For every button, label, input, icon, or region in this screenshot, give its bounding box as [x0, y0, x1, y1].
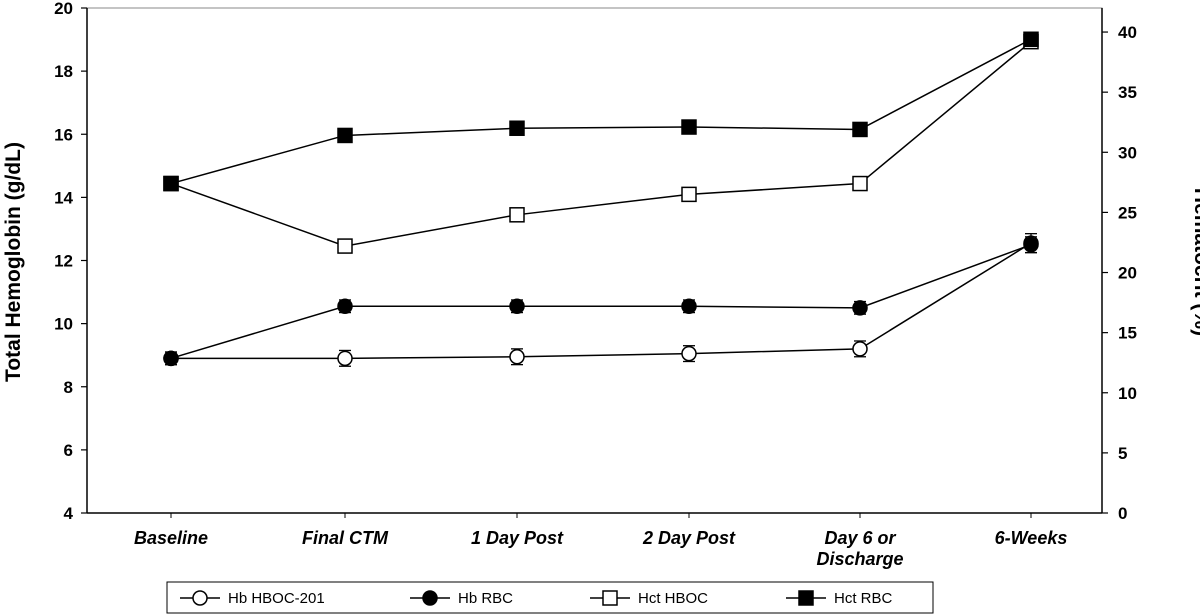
- data-point: [1023, 31, 1039, 48]
- right-axis-title: Hematocrit (%): [1190, 188, 1200, 336]
- data-point: [852, 121, 868, 138]
- left-axis-ticks: 4 6 8 10 12 14 16 18 20: [54, 0, 87, 523]
- right-tick-label: 0: [1118, 504, 1127, 523]
- series-hb-rbc: [163, 236, 1039, 367]
- data-point: [337, 350, 353, 367]
- x-tick-label-line: Discharge: [816, 549, 903, 569]
- data-point: [509, 120, 525, 136]
- x-tick-label-line: 1 Day Post: [471, 528, 564, 548]
- right-tick-label: 30: [1118, 143, 1137, 162]
- x-tick-label: 6-Weeks: [995, 528, 1068, 548]
- x-tick-label-line: 2 Day Post: [642, 528, 736, 548]
- legend: Hb HBOC-201 Hb RBC Hct HBOC Hct RBC: [180, 590, 893, 607]
- data-point: [163, 175, 179, 192]
- legend-label: Hct RBC: [834, 590, 893, 607]
- right-tick-label: 10: [1118, 384, 1137, 403]
- right-tick-label: 35: [1118, 83, 1137, 102]
- x-tick-label: 2 Day Post: [642, 528, 736, 548]
- data-point: [509, 298, 525, 315]
- legend-marker: [602, 590, 618, 606]
- data-point: [852, 300, 868, 316]
- legend-marker: [422, 590, 438, 606]
- series-line: [171, 242, 1032, 360]
- legend-label: Hb HBOC-201: [228, 590, 325, 607]
- right-axis-ticks: 0 5 10 15 20 25 30 35 40: [1102, 23, 1137, 523]
- series-line: [170, 41, 1032, 247]
- data-point: [337, 298, 353, 315]
- left-tick-label: 4: [64, 504, 74, 523]
- legend-item-hct-hboc: Hct HBOC: [590, 590, 708, 607]
- right-tick-label: 15: [1118, 324, 1137, 343]
- x-tick-label: Final CTM: [302, 528, 389, 548]
- series-line: [170, 38, 1032, 185]
- data-point: [1023, 236, 1039, 253]
- data-point: [681, 186, 697, 203]
- data-point: [852, 175, 868, 192]
- legend-marker: [192, 590, 208, 606]
- right-tick-label: 40: [1118, 23, 1137, 42]
- x-axis-ticks: Baseline Final CTM 1 Day Post 2 Day Post Day…: [134, 513, 1067, 569]
- x-tick-label-line: Final CTM: [302, 528, 389, 548]
- left-tick-label: 16: [54, 125, 73, 144]
- right-tick-label: 5: [1118, 444, 1127, 463]
- left-tick-label: 10: [54, 315, 73, 334]
- series-layer: [163, 31, 1039, 367]
- data-point: [337, 127, 353, 144]
- series-hct-hboc: [163, 33, 1039, 254]
- data-point: [681, 298, 697, 315]
- left-tick-label: 8: [64, 378, 73, 397]
- data-point: [509, 207, 525, 223]
- left-tick-label: 20: [54, 0, 73, 18]
- data-point: [681, 119, 697, 135]
- data-point: [681, 345, 697, 362]
- data-point: [163, 350, 179, 367]
- data-point: [852, 341, 868, 357]
- series-line: [170, 244, 1032, 360]
- x-tick-label-line: Baseline: [134, 528, 208, 548]
- legend-item-hct-rbc: Hct RBC: [786, 590, 893, 607]
- legend-item-hb-hboc-201: Hb HBOC-201: [180, 590, 325, 607]
- left-tick-label: 14: [54, 188, 73, 207]
- x-tick-label: Baseline: [134, 528, 208, 548]
- legend-label: Hb RBC: [458, 590, 513, 607]
- legend-label: Hct HBOC: [638, 590, 708, 607]
- left-tick-label: 12: [54, 252, 73, 271]
- legend-marker: [798, 590, 814, 606]
- right-tick-label: 25: [1118, 203, 1137, 222]
- x-tick-label: 1 Day Post: [471, 528, 564, 548]
- data-point: [509, 349, 525, 365]
- left-axis-title: Total Hemoglobin (g/dL): [2, 142, 25, 382]
- left-tick-label: 18: [54, 62, 73, 81]
- plot-area-frame: [86, 7, 1103, 514]
- x-tick-label-line: Day 6 or: [824, 528, 896, 548]
- right-tick-label: 20: [1118, 264, 1137, 283]
- x-tick-label: Day 6 or Discharge: [816, 528, 903, 569]
- left-tick-label: 6: [64, 441, 73, 460]
- x-tick-label-line: 6-Weeks: [995, 528, 1068, 548]
- data-point: [337, 238, 353, 254]
- series-hb-hboc-201: [163, 233, 1039, 367]
- legend-item-hb-rbc: Hb RBC: [410, 590, 513, 607]
- series-hct-rbc: [163, 31, 1039, 192]
